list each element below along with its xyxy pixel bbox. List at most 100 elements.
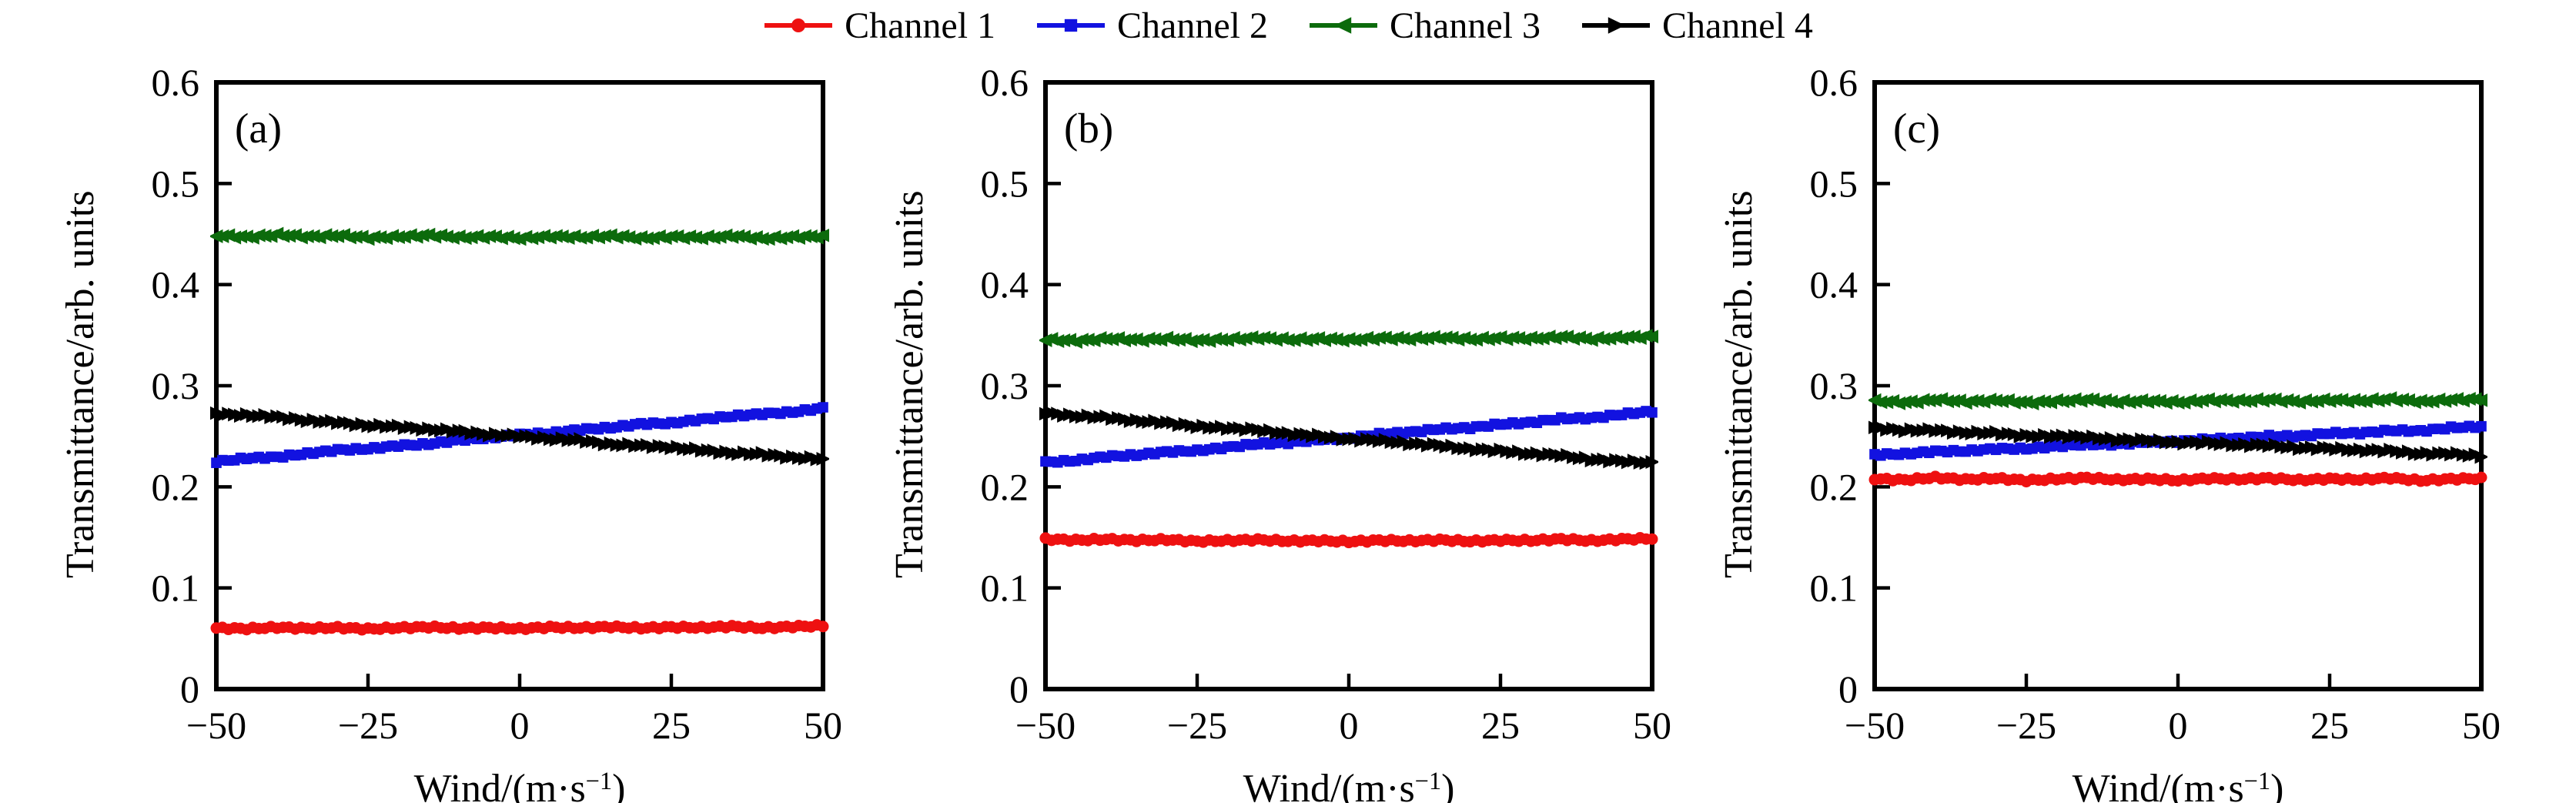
triangle-left-data-marker <box>687 230 703 245</box>
triangle-left-data-marker <box>2322 393 2337 408</box>
triangle-left-data-marker <box>1432 331 1447 346</box>
x-axis-label-superscript: −1 <box>585 767 613 795</box>
triangle-left-data-marker <box>681 229 697 244</box>
x-tick-label: 50 <box>2462 704 2501 747</box>
x-tick-label: −25 <box>1996 704 2056 747</box>
triangle-left-data-marker <box>2388 393 2404 408</box>
y-tick-label: 0.3 <box>1810 364 1858 407</box>
y-tick-label: 0.1 <box>152 567 200 610</box>
triangle-left-data-marker <box>1347 333 1362 347</box>
x-axis-label-a: Wind/(m·s−1) <box>289 757 751 803</box>
triangle-left-data-marker <box>2230 393 2246 407</box>
triangle-left-data-marker <box>614 229 630 243</box>
y-tick-label: 0.6 <box>152 61 200 104</box>
y-tick-label: 0.1 <box>1810 567 1858 610</box>
triangle-left-data-marker <box>706 230 721 245</box>
triangle-left-data-marker <box>1146 332 1162 346</box>
triangle-right-data-marker <box>1645 455 1658 469</box>
plot-frame <box>214 80 825 691</box>
triangle-left-data-marker <box>1413 332 1429 346</box>
triangle-left-data-marker <box>1183 334 1198 349</box>
triangle-left-data-marker <box>2474 393 2487 407</box>
series-channel-4 <box>1039 406 1658 470</box>
triangle-left-data-marker <box>457 231 472 246</box>
x-axis-label-superscript: −1 <box>2243 767 2271 795</box>
circle-data-marker <box>817 621 829 633</box>
triangle-left-data-marker <box>1298 333 1313 347</box>
triangle-left-data-marker <box>1080 333 1095 347</box>
triangle-left-data-marker <box>1571 330 1586 345</box>
series-channel-4 <box>1868 420 2487 464</box>
triangle-left-data-marker <box>1994 394 2009 409</box>
triangle-left-data-marker <box>2346 393 2361 407</box>
triangle-right-marker-glyph <box>1607 17 1625 34</box>
y-tick-label: 0.2 <box>981 465 1029 508</box>
y-tick-label: 0.5 <box>1810 162 1858 205</box>
x-axis-label-text: Wind/(m·s <box>413 767 586 803</box>
y-tick-label: 0.6 <box>981 61 1029 104</box>
triangle-right-marker-icon <box>1581 17 1650 34</box>
square-marker-glyph <box>1064 18 1078 32</box>
square-marker-icon <box>1037 18 1106 32</box>
triangle-left-data-marker <box>2188 394 2203 409</box>
triangle-left-data-marker <box>772 231 788 246</box>
x-axis-label-text: Wind/(m·s <box>2072 767 2244 803</box>
triangle-left-data-marker <box>1049 333 1065 348</box>
triangle-left-data-marker <box>724 229 739 244</box>
plot-panel-b: 0 0.1 0.2 0.3 0.4 0.5 0.6 −50 −25 0 25 50 (b) <box>981 61 1672 747</box>
y-tick-label: 0.4 <box>981 263 1029 306</box>
triangle-left-data-marker <box>1232 332 1246 346</box>
triangle-left-data-marker <box>1171 333 1186 347</box>
series-channel-1 <box>1039 532 1658 549</box>
legend-item-label: Channel 2 <box>1117 5 1268 46</box>
y-tick-label: 0 <box>1838 667 1858 711</box>
legend: Channel 1 Channel 2 Channel 3 Channel 4 <box>0 2 2576 49</box>
triangle-left-data-marker <box>524 231 539 246</box>
triangle-left-data-marker <box>506 231 520 246</box>
triangle-left-data-marker <box>1092 330 1107 345</box>
circle-data-marker <box>2475 471 2487 483</box>
y-tick-label: 0 <box>180 667 199 711</box>
triangle-left-marker-icon <box>1310 17 1377 34</box>
triangle-left-data-marker <box>330 229 345 243</box>
triangle-left-data-marker <box>2213 393 2227 407</box>
triangle-left-data-marker <box>1104 332 1119 346</box>
triangle-left-data-marker <box>1595 332 1611 346</box>
series-channel-1 <box>210 619 829 636</box>
triangle-left-data-marker <box>1969 393 1985 408</box>
triangle-left-data-marker <box>815 229 829 243</box>
triangle-left-data-marker <box>1988 393 2003 408</box>
legend-item-channel-4: Channel 4 <box>1581 5 1813 47</box>
triangle-left-data-marker <box>317 228 333 243</box>
triangle-left-data-marker <box>1390 330 1404 345</box>
triangle-left-data-marker <box>1304 332 1320 346</box>
triangle-left-data-marker <box>803 229 818 244</box>
triangle-left-data-marker <box>372 230 387 245</box>
x-tick-label: −50 <box>1845 704 1905 747</box>
triangle-left-data-marker <box>281 229 296 243</box>
legend-item-channel-2: Channel 2 <box>1035 5 1268 47</box>
x-tick-label: 0 <box>2169 704 2188 747</box>
x-tick-label: 50 <box>1633 704 1671 747</box>
triangle-left-data-marker <box>1878 395 1894 410</box>
triangle-left-data-marker <box>2370 393 2385 408</box>
legend-item-label: Channel 1 <box>845 5 996 46</box>
y-tick-label: 0.2 <box>1810 465 1858 508</box>
triangle-left-data-marker <box>1897 395 1912 410</box>
triangle-left-data-marker <box>1982 392 1997 407</box>
x-tick-label: 0 <box>510 704 530 747</box>
triangle-left-data-marker <box>1945 393 1960 408</box>
legend-item-label: Channel 4 <box>1661 5 1813 46</box>
triangle-left-data-marker <box>597 229 611 243</box>
triangle-left-data-marker <box>226 230 242 245</box>
triangle-left-data-marker <box>414 228 430 243</box>
triangle-left-data-marker <box>2036 394 2052 409</box>
triangle-left-data-marker <box>1903 394 1918 409</box>
triangle-left-data-marker <box>1256 330 1271 345</box>
y-tick-label: 0.5 <box>981 162 1029 205</box>
triangle-left-data-marker <box>2394 393 2410 407</box>
triangle-left-data-marker <box>306 229 320 243</box>
triangle-left-data-marker <box>2121 395 2136 410</box>
y-tick-label: 0.3 <box>152 364 200 407</box>
